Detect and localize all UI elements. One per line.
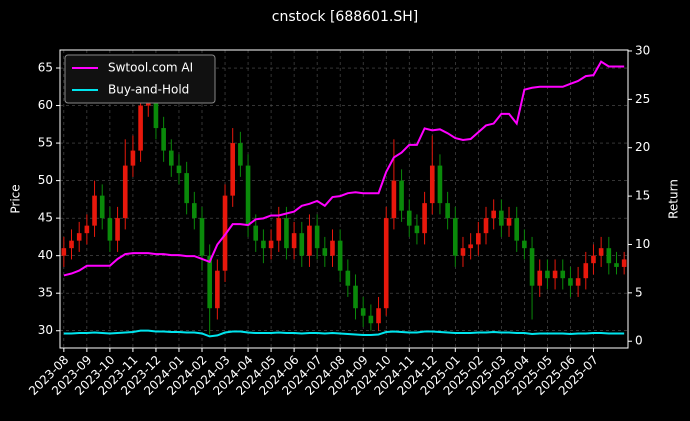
candle-body xyxy=(76,233,82,241)
y-tick-label: 40 xyxy=(38,248,53,262)
candle-body xyxy=(230,143,236,196)
y2-tick-label: 5 xyxy=(635,285,643,299)
y-tick-label: 55 xyxy=(38,136,53,150)
y-tick-label: 60 xyxy=(38,98,53,112)
y2-tick-label: 25 xyxy=(635,92,650,106)
candle-body xyxy=(391,180,397,219)
candle-body xyxy=(399,180,404,211)
y-tick-label: 50 xyxy=(38,173,53,187)
candle-body xyxy=(337,240,343,271)
y2-tick-label: 0 xyxy=(635,334,643,348)
candle-body xyxy=(314,225,320,249)
candle-body xyxy=(215,270,220,309)
line xyxy=(63,60,625,277)
candle-body xyxy=(522,240,527,249)
candle-body xyxy=(322,248,328,256)
y-tick-label: 65 xyxy=(38,61,53,75)
candle-body xyxy=(299,233,305,256)
candle-body xyxy=(537,270,543,286)
candle-body xyxy=(468,244,473,249)
candle-body xyxy=(245,165,251,226)
candle-body xyxy=(460,248,466,256)
candle-body xyxy=(138,105,143,151)
candle-body xyxy=(414,225,420,234)
candle-body xyxy=(92,195,97,226)
line xyxy=(63,329,625,338)
candle-body xyxy=(345,270,351,286)
plot-frame xyxy=(59,49,629,349)
candle-body xyxy=(276,218,282,241)
candle-body xyxy=(353,285,358,309)
candle-body xyxy=(99,195,105,219)
candle-body xyxy=(284,218,289,249)
candle-body xyxy=(253,225,259,241)
candle-body xyxy=(238,143,243,166)
candle-body xyxy=(499,210,504,226)
candle-body xyxy=(506,218,512,226)
candle-body xyxy=(61,248,67,256)
candle-body xyxy=(445,203,450,219)
y-tick-label: 45 xyxy=(38,211,53,225)
candle-body xyxy=(291,233,297,249)
candle-body xyxy=(192,203,197,219)
candle-body xyxy=(614,263,619,267)
candle-body xyxy=(545,270,550,279)
candle-body xyxy=(368,315,374,324)
candle-body xyxy=(376,308,381,324)
candle-body xyxy=(176,165,182,174)
candle-body xyxy=(84,225,90,234)
candle-body xyxy=(560,270,566,279)
candle-body xyxy=(122,165,128,219)
y-tick-label: 30 xyxy=(38,323,53,337)
y-tick-label: 35 xyxy=(38,286,53,300)
candle-body xyxy=(330,240,335,256)
candle-body xyxy=(514,218,520,241)
y-axis-label: Price xyxy=(9,184,23,213)
candle-body xyxy=(491,210,496,219)
legend: Swtool.com AI Buy-and-Hold xyxy=(64,54,216,104)
candle-body xyxy=(107,218,113,241)
candle-body xyxy=(621,259,627,267)
candle-body xyxy=(422,203,427,234)
chart-title: cnstock [688601.SH] xyxy=(272,9,418,25)
candle-body xyxy=(529,248,535,286)
candle-body xyxy=(153,90,159,129)
candle-body xyxy=(606,248,612,264)
candle-body xyxy=(161,128,166,151)
candle-body xyxy=(583,263,589,279)
candle-body xyxy=(69,240,74,249)
y2-tick-label: 15 xyxy=(635,189,650,203)
y2-tick-label: 20 xyxy=(635,140,650,154)
candle-body xyxy=(184,173,189,204)
candle-body xyxy=(476,233,481,245)
candle-body xyxy=(429,165,435,204)
candle-body xyxy=(483,218,489,234)
candle-body xyxy=(406,210,412,226)
candle-body xyxy=(207,255,212,309)
candle-body xyxy=(268,240,274,249)
legend-box xyxy=(64,54,216,104)
candle-body xyxy=(199,218,205,256)
legend-label: Buy-and-Hold xyxy=(108,83,189,97)
candle-body xyxy=(307,225,312,256)
legend-label: Swtool.com AI xyxy=(108,61,193,75)
candle-body xyxy=(552,270,558,279)
candle-body xyxy=(452,218,458,256)
y2-tick-label: 10 xyxy=(635,237,650,251)
candle-body xyxy=(591,255,596,264)
candle-body xyxy=(568,278,573,286)
candle-body xyxy=(130,150,136,166)
candle-body xyxy=(437,165,443,204)
y2-tick-label: 30 xyxy=(635,43,650,57)
candle-body xyxy=(115,218,120,241)
y2-axis-label: Return xyxy=(667,179,681,219)
candle-body xyxy=(261,240,266,249)
candle-body xyxy=(360,308,366,316)
candle-body xyxy=(383,218,389,309)
candle-body xyxy=(575,278,581,286)
candle-body xyxy=(168,150,174,166)
candle-body xyxy=(598,248,604,256)
